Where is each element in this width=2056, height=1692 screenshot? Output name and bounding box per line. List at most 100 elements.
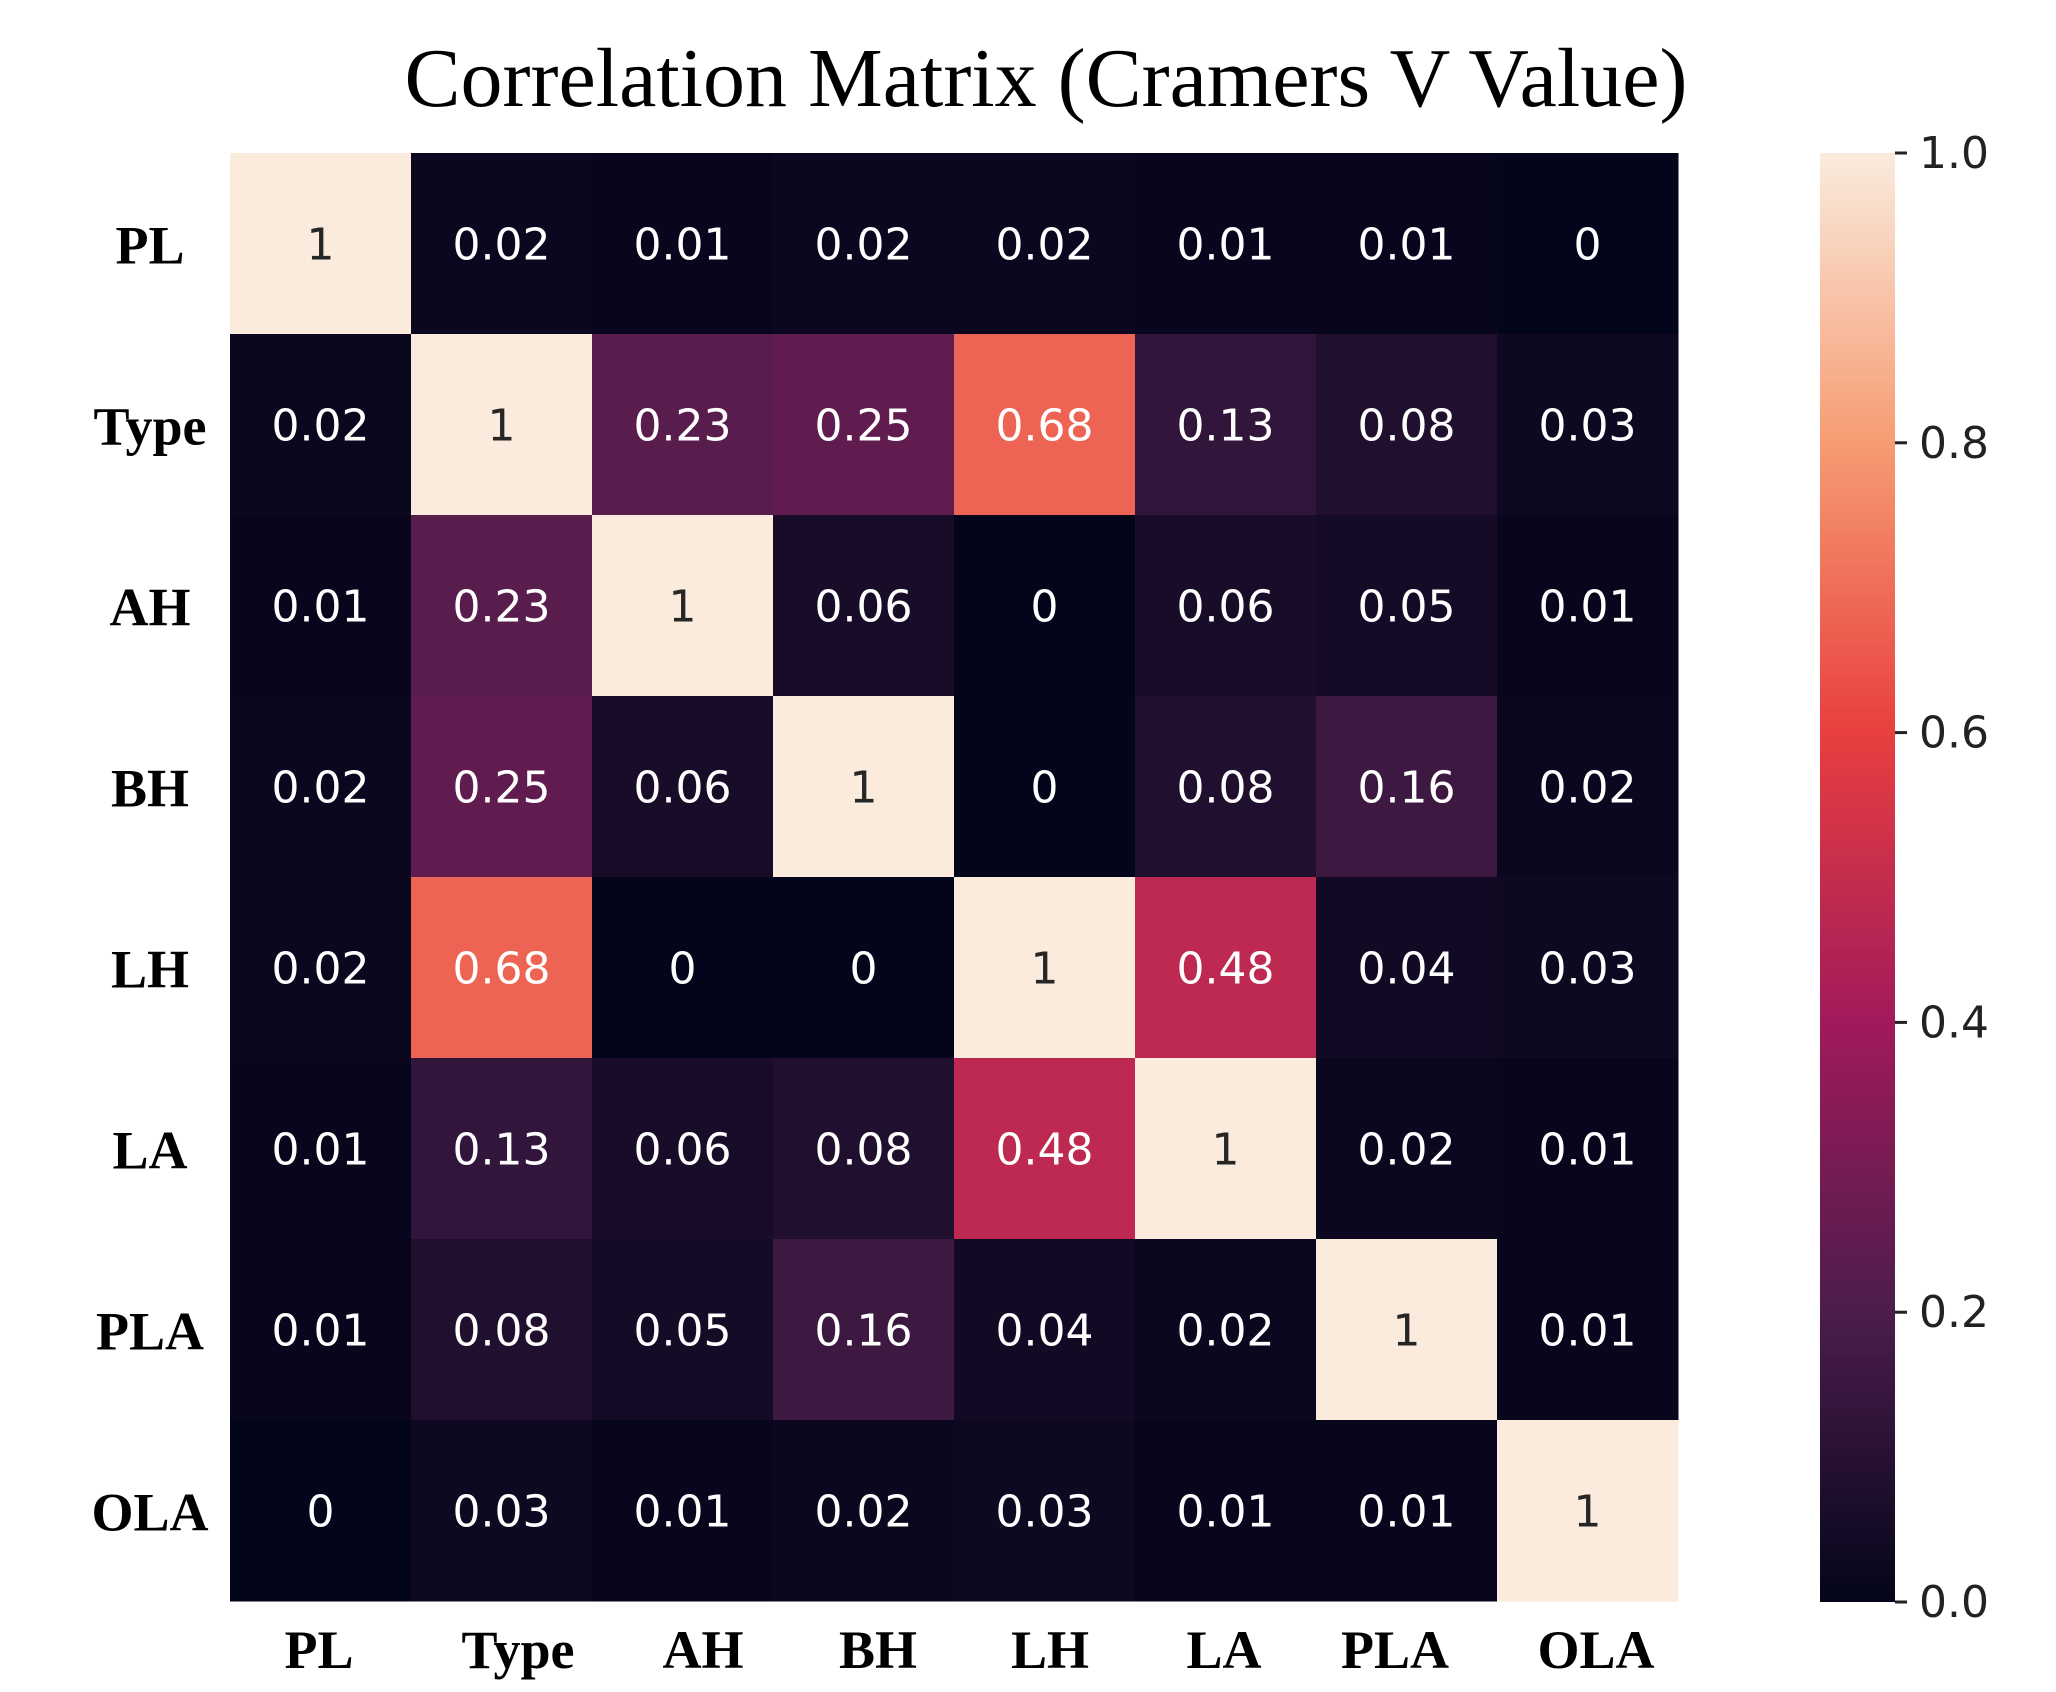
row-labels: PL Type AH BH LH LA PLA OLA — [91, 216, 208, 1543]
cell-value-label: 0.03 — [1539, 401, 1637, 452]
heatmap-cell-lh-pl — [230, 877, 412, 1059]
cell-value-label: 0.02 — [1358, 1125, 1456, 1176]
cell-value-label: 0.68 — [453, 944, 551, 995]
heatmap-cell-la-type — [411, 1058, 593, 1240]
cell-value-label: 0.08 — [1358, 401, 1456, 452]
heatmap-cell-bh-type — [411, 696, 593, 878]
cell-value-label: 0 — [669, 944, 697, 995]
heatmap-cell-pl-pl — [230, 153, 412, 335]
heatmap-cell-type-la — [1135, 334, 1317, 516]
heatmap-cell-bh-pl — [230, 696, 412, 878]
heatmap-cell-ah-pla — [1316, 515, 1498, 697]
colorbar-tick-label: 0.8 — [1919, 418, 1989, 469]
cell-value-label: 0.01 — [1539, 582, 1637, 633]
heatmap-cell-type-pla — [1316, 334, 1498, 516]
cell-value-label: 0.02 — [996, 220, 1094, 271]
heatmap-cell-bh-pla — [1316, 696, 1498, 878]
column-label-pla: PLA — [1341, 1620, 1449, 1680]
cell-value-label: 0.04 — [1358, 944, 1456, 995]
heatmap-cell-la-ola — [1497, 1058, 1679, 1240]
row-label-pl: PL — [115, 216, 184, 276]
heatmap-cell-ola-pl — [230, 1420, 412, 1602]
heatmap-cell-ah-ola — [1497, 515, 1679, 697]
cell-value-label: 0.01 — [1358, 1487, 1456, 1538]
cell-value-label: 0.02 — [453, 220, 551, 271]
heatmap-cell-ah-type — [411, 515, 593, 697]
heatmap-cell-bh-lh — [954, 696, 1136, 878]
heatmap-cell-type-ola — [1497, 334, 1679, 516]
cell-value-label: 0 — [307, 1487, 335, 1538]
heatmap-cell-ah-la — [1135, 515, 1317, 697]
heatmap-cell-pl-type — [411, 153, 593, 335]
cell-value-label: 0.02 — [272, 944, 370, 995]
cell-value-label: 0.06 — [815, 582, 913, 633]
cell-value-label: 0.08 — [815, 1125, 913, 1176]
heatmap-cell-ola-type — [411, 1420, 593, 1602]
heatmap-cell-ah-lh — [954, 515, 1136, 697]
cell-value-label: 0.01 — [634, 220, 732, 271]
colorbar-gradient — [1820, 153, 1895, 1602]
heatmap-cell-type-ah — [592, 334, 774, 516]
heatmap-cell-pl-ola — [1497, 153, 1679, 335]
heatmap-cell-la-bh — [773, 1058, 955, 1240]
chart-title: Correlation Matrix (Cramers V Value) — [404, 32, 1687, 125]
cell-value-label: 0.02 — [1177, 1306, 1275, 1357]
cell-value-label: 0.13 — [1177, 401, 1275, 452]
cell-value-label: 0.02 — [815, 1487, 913, 1538]
heatmap-cell-type-bh — [773, 334, 955, 516]
cell-value-label: 1 — [1393, 1306, 1421, 1357]
heatmap-cell-lh-ah — [592, 877, 774, 1059]
cell-value-label: 0.05 — [1358, 582, 1456, 633]
cell-value-label: 0.04 — [996, 1306, 1094, 1357]
cell-value-label: 0 — [1574, 220, 1602, 271]
heatmap-cell-bh-ah — [592, 696, 774, 878]
row-label-type: Type — [93, 397, 206, 457]
cell-value-label: 0.01 — [272, 582, 370, 633]
heatmap-cell-lh-type — [411, 877, 593, 1059]
row-label-ah: AH — [110, 578, 191, 638]
heatmap-cell-la-la — [1135, 1058, 1317, 1240]
cell-value-label: 0.06 — [1177, 582, 1275, 633]
cell-value-label: 0.03 — [453, 1487, 551, 1538]
cell-value-label: 0.06 — [634, 1125, 732, 1176]
heatmap-cell-bh-ola — [1497, 696, 1679, 878]
cell-value-label: 0.01 — [272, 1306, 370, 1357]
cell-value-label: 0.23 — [453, 582, 551, 633]
cell-value-label: 0.01 — [1539, 1125, 1637, 1176]
cell-value-label: 0.25 — [815, 401, 913, 452]
heatmap-cell-ah-pl — [230, 515, 412, 697]
cell-value-label: 1 — [1574, 1487, 1602, 1538]
cell-value-label: 0.48 — [996, 1125, 1094, 1176]
cell-value-label: 0.23 — [634, 401, 732, 452]
cell-value-label: 1 — [850, 763, 878, 814]
column-label-ola: OLA — [1537, 1620, 1654, 1680]
cell-value-label: 0.05 — [634, 1306, 732, 1357]
heatmap-cell-lh-ola — [1497, 877, 1679, 1059]
heatmap-cell-ah-bh — [773, 515, 955, 697]
heatmap-cell-type-pl — [230, 334, 412, 516]
heatmap-cell-type-type — [411, 334, 593, 516]
column-labels: PL Type AH BH LH LA PLA OLA — [284, 1620, 1654, 1680]
column-label-ah: AH — [663, 1620, 744, 1680]
heatmap-cell-pl-bh — [773, 153, 955, 335]
cell-value-label: 1 — [307, 220, 335, 271]
heatmap-cell-la-pla — [1316, 1058, 1498, 1240]
heatmap-cell-la-lh — [954, 1058, 1136, 1240]
heatmap-cell-bh-bh — [773, 696, 955, 878]
cell-value-label: 0.16 — [1358, 763, 1456, 814]
column-label-pl: PL — [284, 1620, 353, 1680]
cell-value-label: 1 — [669, 582, 697, 633]
heatmap-cell-la-pl — [230, 1058, 412, 1240]
cell-value-label: 0.02 — [815, 220, 913, 271]
heatmap-cell-pla-pl — [230, 1239, 412, 1421]
cell-value-label: 0.48 — [1177, 944, 1275, 995]
cell-value-label: 0.08 — [453, 1306, 551, 1357]
heatmap-cell-ola-ah — [592, 1420, 774, 1602]
colorbar-tick-label: 0.2 — [1919, 1287, 1989, 1338]
cell-value-label: 1 — [1031, 944, 1059, 995]
cell-value-label: 0 — [1031, 582, 1059, 633]
column-label-la: LA — [1186, 1620, 1261, 1680]
cell-value-label: 0.01 — [1177, 220, 1275, 271]
heatmap-cell-lh-pla — [1316, 877, 1498, 1059]
